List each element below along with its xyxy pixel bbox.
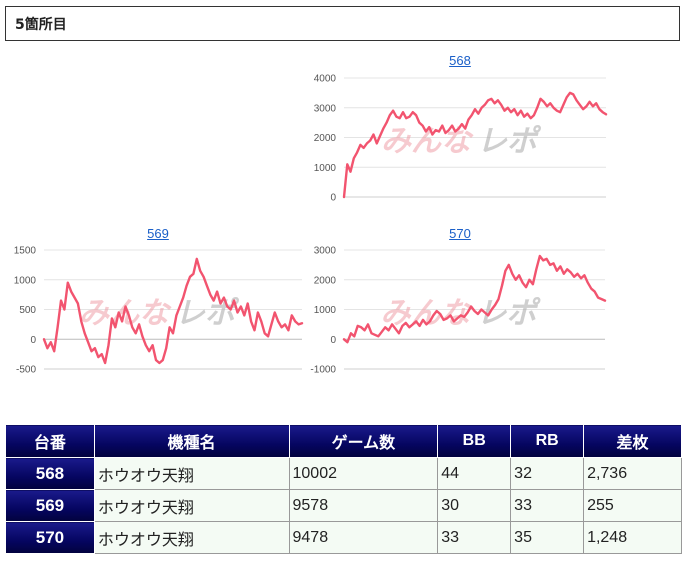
- y-tick-label: 1000: [314, 305, 337, 316]
- y-tick-label: 3000: [314, 103, 337, 114]
- y-tick-label: -500: [16, 365, 36, 376]
- y-tick-label: 1500: [14, 246, 37, 257]
- y-tick-label: 2000: [314, 133, 337, 144]
- machine-data-table: 台番 機種名 ゲーム数 BB RB 差枚 568 ホウオウ天翔 10002 44…: [5, 424, 682, 554]
- header-games: ゲーム数: [288, 424, 439, 458]
- machine-number-cell: 570: [5, 521, 95, 554]
- table-row: 570 ホウオウ天翔 9478 33 35 1,248: [5, 521, 682, 554]
- rb-cell: 32: [510, 457, 585, 490]
- y-tick-label: 2000: [314, 275, 337, 286]
- machine-name-cell: ホウオウ天翔: [93, 521, 290, 554]
- bb-cell: 33: [437, 521, 512, 554]
- series-line-569: [42, 257, 304, 365]
- y-tick-label: 500: [19, 305, 36, 316]
- y-tick-label: 4000: [314, 74, 337, 85]
- section-header: 5箇所目: [5, 6, 680, 41]
- table-row: 569 ホウオウ天翔 9578 30 33 255: [5, 489, 682, 522]
- rb-cell: 35: [510, 521, 585, 554]
- y-tick-label: 0: [330, 335, 336, 346]
- table-header-row: 台番 機種名 ゲーム数 BB RB 差枚: [5, 424, 682, 458]
- bb-cell: 44: [437, 457, 512, 490]
- watermark-right: レポ: [477, 124, 542, 159]
- header-machine-number: 台番: [5, 424, 95, 458]
- y-tick-label: 0: [330, 193, 336, 204]
- y-tick-label: -1000: [310, 365, 336, 376]
- machine-name-cell: ホウオウ天翔: [93, 489, 290, 522]
- line-chart-570: -1000 0 1000 2000 3000 みんな レポ: [310, 246, 607, 376]
- diff-cell: 2,736: [583, 457, 682, 490]
- header-rb: RB: [510, 424, 585, 458]
- header-bb: BB: [437, 424, 512, 458]
- watermark-logo: みんな レポ: [79, 296, 240, 331]
- chart-title-570[interactable]: 570: [449, 226, 471, 241]
- section-title: 5箇所目: [15, 16, 67, 33]
- watermark-left: みんな: [79, 296, 172, 331]
- games-cell: 10002: [288, 457, 439, 490]
- y-tick-label: 3000: [314, 246, 337, 257]
- machine-number-cell: 569: [5, 489, 95, 522]
- series-line-570: [342, 254, 607, 344]
- rb-cell: 33: [510, 489, 585, 522]
- games-cell: 9478: [288, 521, 439, 554]
- y-tick-label: 0: [30, 335, 36, 346]
- line-chart-569: -500 0 500 1000 1500 みんな レポ: [14, 246, 304, 376]
- header-machine-name: 機種名: [93, 424, 290, 458]
- chart-title-569[interactable]: 569: [147, 226, 169, 241]
- bb-cell: 30: [437, 489, 512, 522]
- watermark-logo: みんな レポ: [381, 124, 542, 159]
- header-diff: 差枚: [583, 424, 682, 458]
- series-line-568: [342, 91, 608, 199]
- diff-cell: 1,248: [583, 521, 682, 554]
- machine-number-cell: 568: [5, 457, 95, 490]
- table-row: 568 ホウオウ天翔 10002 44 32 2,736: [5, 457, 682, 490]
- y-tick-label: 1000: [314, 163, 337, 174]
- chart-title-568[interactable]: 568: [449, 53, 471, 68]
- watermark-right: レポ: [175, 296, 240, 331]
- line-chart-568: 0 1000 2000 3000 4000 みんな レポ: [314, 74, 608, 204]
- machine-name-cell: ホウオウ天翔: [93, 457, 290, 490]
- games-cell: 9578: [288, 489, 439, 522]
- y-tick-label: 1000: [14, 275, 37, 286]
- diff-cell: 255: [583, 489, 682, 522]
- watermark-logo: みんな レポ: [381, 296, 542, 331]
